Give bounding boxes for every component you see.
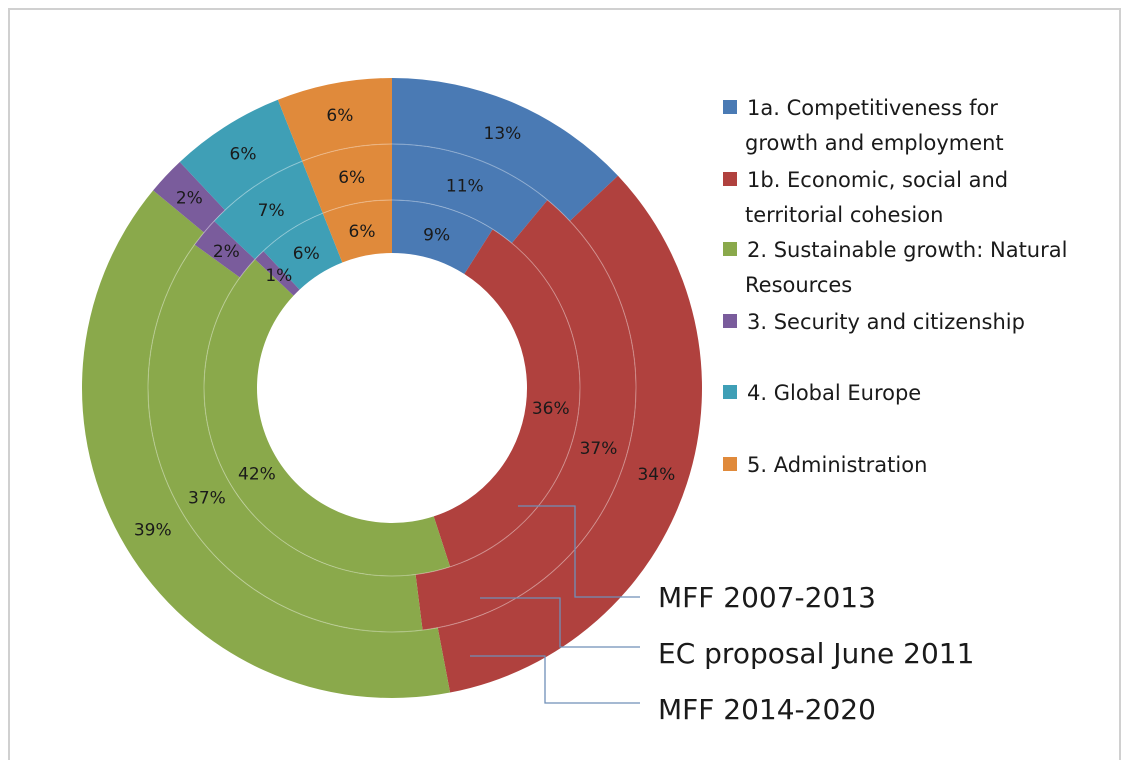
legend-label-5: 4. Global Europe [747, 381, 921, 405]
legend-label-3: 2. Sustainable growth: Natural [747, 238, 1067, 262]
data-label-mff-2007-2013-4: 1% [265, 266, 292, 286]
donut-rings [81, 78, 702, 698]
ring-callouts: MFF 2007-2013 EC proposal June 2011 MFF 20… [470, 505, 974, 726]
segment-ec-proposal-june-2011-2 [415, 199, 636, 631]
segment-mff-2007-2013-6 [322, 200, 392, 263]
legend-label-6: 5. Administration [747, 453, 927, 477]
data-label-mff-2014-2020-5: 6% [230, 144, 257, 164]
data-label-mff-2014-2020-1: 13% [484, 124, 522, 144]
data-label-mff-2007-2013-6: 6% [349, 222, 376, 242]
segment-mff-2014-2020-2 [437, 175, 702, 693]
data-label-mff-2007-2013-5: 6% [293, 244, 320, 264]
series-name-mff-2007-2013: MFF 2007-2013 [658, 581, 876, 614]
data-label-mff-2014-2020-2: 34% [637, 465, 675, 485]
segment-ec-proposal-june-2011-1 [392, 144, 548, 244]
legend-swatch-5 [723, 385, 737, 399]
segment-ec-proposal-june-2011-3 [148, 244, 423, 633]
legend-swatch-1 [723, 100, 737, 114]
data-label-ec-proposal-june-2011-3: 37% [188, 488, 226, 508]
callout-line-mff-2007-2013 [518, 505, 640, 598]
legend-label-4: 3. Security and citizenship [747, 310, 1025, 334]
callout-line-ec-proposal-june-2011 [480, 597, 640, 648]
legend-swatch-4 [723, 314, 737, 328]
legend-label-2: 1b. Economic, social and [747, 168, 1008, 192]
data-label-ec-proposal-june-2011-5: 7% [258, 201, 285, 221]
segment-mff-2007-2013-2 [433, 229, 580, 567]
segment-ec-proposal-june-2011-6 [302, 144, 392, 214]
series-name-ec-proposal-june-2011: EC proposal June 2011 [658, 637, 974, 670]
legend-label-1: 1a. Competitiveness for [747, 96, 998, 120]
segment-mff-2014-2020-3 [81, 190, 451, 698]
ring-separator-2 [147, 143, 637, 633]
series-name-mff-2014-2020: MFF 2014-2020 [658, 693, 876, 726]
legend-swatch-6 [723, 457, 737, 471]
segment-mff-2007-2013-5 [263, 213, 343, 290]
data-label-ec-proposal-june-2011-4: 2% [213, 242, 240, 262]
callout-line-mff-2014-2020 [470, 655, 640, 704]
data-label-ec-proposal-june-2011-2: 37% [580, 439, 618, 459]
segment-mff-2007-2013-3 [203, 259, 451, 576]
legend-swatch-2 [723, 172, 737, 186]
segment-ec-proposal-june-2011-5 [214, 161, 323, 260]
ring-separator-1 [203, 199, 581, 577]
legend-swatch-3 [723, 242, 737, 256]
data-label-mff-2014-2020-4: 2% [176, 189, 203, 209]
segment-mff-2014-2020-5 [179, 99, 303, 211]
segment-mff-2014-2020-6 [277, 78, 392, 162]
data-label-mff-2014-2020-6: 6% [326, 106, 353, 126]
data-label-mff-2007-2013-3: 42% [238, 465, 276, 485]
data-label-ec-proposal-june-2011-6: 6% [338, 168, 365, 188]
legend-label-2-line-2: territorial cohesion [745, 203, 943, 227]
legend: 1a. Competitiveness for growth and employ… [723, 96, 1067, 477]
segment-labels: 9%36%42%1%6%6%11%37%37%2%7%6%13%34%39%2%… [134, 106, 675, 541]
segment-mff-2014-2020-1 [392, 78, 618, 221]
segment-mff-2007-2013-4 [254, 250, 300, 296]
data-label-ec-proposal-june-2011-1: 11% [446, 177, 484, 197]
data-label-mff-2007-2013-1: 9% [423, 225, 450, 245]
segment-mff-2007-2013-1 [392, 200, 493, 275]
segment-mff-2014-2020-4 [153, 162, 225, 233]
legend-label-1-line-2: growth and employment [745, 131, 1004, 155]
data-label-mff-2007-2013-2: 36% [532, 399, 570, 419]
segment-ec-proposal-june-2011-4 [194, 220, 255, 278]
legend-label-3-line-2: Resources [745, 273, 852, 297]
data-label-mff-2014-2020-3: 39% [134, 521, 172, 541]
